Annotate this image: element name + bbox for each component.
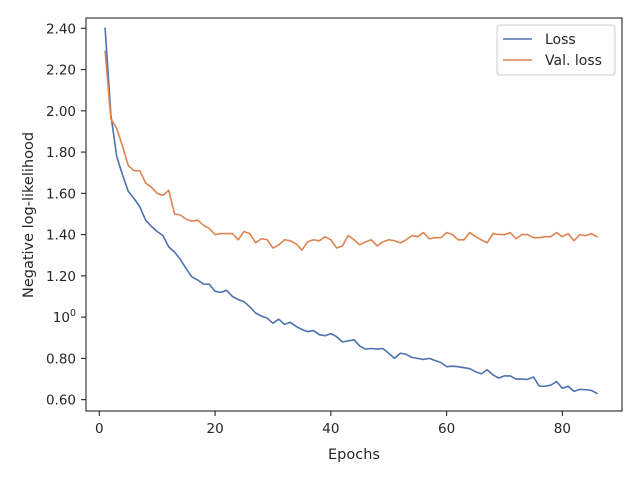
- series-line-val-loss: [104, 50, 598, 251]
- y-tick-label: 1.40: [46, 228, 76, 244]
- legend-label-val-loss: Val. loss: [545, 53, 602, 69]
- y-tick-label-base: 10: [53, 310, 70, 326]
- x-tick-label: 0: [95, 421, 104, 437]
- y-axis: 0.60 0.80 100 1.20 1.40 1.60 1.80 2.00 2.20 2.40: [46, 21, 86, 409]
- y-tick-label: 2.00: [46, 104, 76, 120]
- x-tick-label: 80: [554, 421, 571, 437]
- x-tick-label: 60: [438, 421, 455, 437]
- y-tick-label: 0.60: [46, 393, 76, 409]
- y-tick-label: 1.80: [46, 145, 76, 161]
- legend-label-loss: Loss: [545, 32, 576, 48]
- legend: Loss Val. loss: [496, 24, 616, 76]
- x-axis-label: Epochs: [328, 447, 380, 463]
- y-axis-label: Negative log-likelihood: [21, 132, 37, 298]
- y-tick-label-exponent: 0: [70, 308, 76, 319]
- series-line-loss: [104, 27, 598, 395]
- plot-frame: [85, 17, 623, 412]
- y-tick-label: 100: [53, 308, 76, 326]
- y-tick-label: 2.20: [46, 63, 76, 79]
- x-tick-label: 40: [322, 421, 339, 437]
- y-tick-label: 1.60: [46, 186, 76, 202]
- legend-box: [496, 24, 616, 76]
- series-group: [104, 27, 598, 395]
- y-tick-label: 2.40: [46, 21, 76, 37]
- x-tick-label: 20: [206, 421, 223, 437]
- y-tick-label: 1.20: [46, 269, 76, 285]
- y-tick-label: 0.80: [46, 351, 76, 367]
- x-axis: 0 20 40 60 80: [95, 411, 571, 437]
